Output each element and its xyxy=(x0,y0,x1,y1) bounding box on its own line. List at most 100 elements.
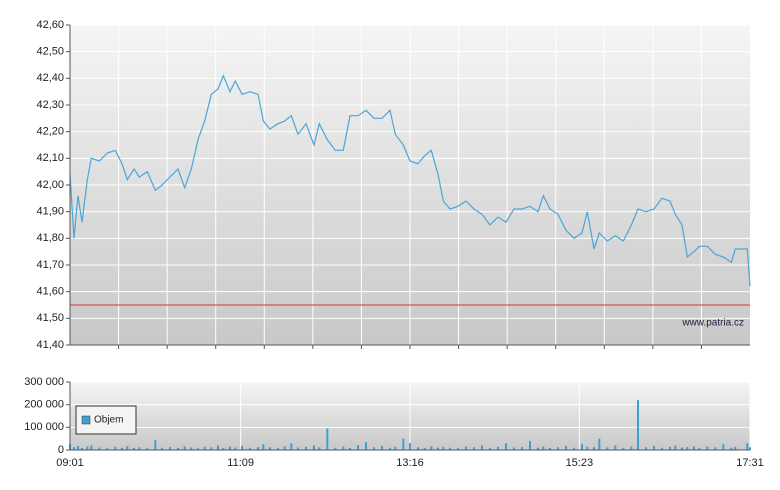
volume-bar xyxy=(586,446,589,450)
volume-bar xyxy=(746,443,749,450)
y-tick-label: 300 000 xyxy=(24,376,64,388)
volume-bar xyxy=(706,446,709,450)
volume-bar xyxy=(749,447,751,450)
volume-bar xyxy=(637,400,639,450)
volume-bar xyxy=(133,447,135,450)
volume-bar xyxy=(505,443,507,450)
volume-bar xyxy=(257,447,259,450)
volume-bar xyxy=(349,447,351,450)
volume-bar xyxy=(622,447,625,450)
volume-bar xyxy=(169,447,171,450)
volume-bar xyxy=(197,448,199,450)
volume-bar xyxy=(669,446,671,450)
volume-bar xyxy=(210,447,213,450)
volume-bar xyxy=(437,447,439,450)
volume-bar xyxy=(481,445,483,450)
volume-bar xyxy=(283,446,286,450)
volume-bar xyxy=(714,447,717,450)
volume-bar xyxy=(457,448,459,450)
y-tick-label: 42,60 xyxy=(36,19,64,31)
volume-bar xyxy=(529,440,531,450)
x-tick-label: 09:01 xyxy=(56,457,84,469)
volume-bar xyxy=(229,446,231,450)
y-tick-label: 42,30 xyxy=(36,99,64,111)
volume-bar xyxy=(423,447,426,450)
volume-bar xyxy=(234,447,237,450)
volume-bar xyxy=(161,447,163,450)
volume-bar xyxy=(269,447,271,450)
volume-bar xyxy=(262,444,265,450)
y-tick-label: 42,00 xyxy=(36,179,64,191)
volume-bar xyxy=(114,446,117,450)
volume-bar xyxy=(409,443,411,450)
volume-bar xyxy=(630,446,633,450)
volume-bar xyxy=(734,446,737,450)
volume-bar xyxy=(86,446,89,450)
volume-bar xyxy=(342,446,345,450)
volume-bar xyxy=(121,447,123,450)
volume-bar xyxy=(593,447,595,450)
volume-bar xyxy=(653,445,655,450)
volume-bar xyxy=(693,446,695,450)
volume-bar xyxy=(389,447,391,450)
volume-bar xyxy=(146,448,149,450)
volume-bar xyxy=(402,438,405,450)
volume-bar xyxy=(722,444,725,450)
y-tick-label: 41,90 xyxy=(36,206,64,218)
volume-bar xyxy=(549,447,551,450)
volume-bar xyxy=(241,445,243,450)
volume-bar xyxy=(177,447,179,450)
legend-swatch xyxy=(81,415,91,425)
x-tick-label: 17:31 xyxy=(736,457,764,469)
volume-bar xyxy=(645,447,647,450)
volume-bar xyxy=(217,445,219,450)
volume-bar xyxy=(573,447,575,450)
watermark: www.patria.cz xyxy=(681,318,744,329)
volume-bar xyxy=(222,447,225,450)
volume-bar xyxy=(557,447,559,450)
volume-bar xyxy=(183,446,186,450)
y-tick-label: 100 000 xyxy=(24,421,64,433)
volume-bar xyxy=(442,447,445,450)
volume-bar xyxy=(98,447,101,450)
volume-bar xyxy=(73,447,75,450)
volume-bar xyxy=(537,447,539,450)
volume-bar xyxy=(277,447,279,450)
volume-bar xyxy=(489,447,491,450)
volume-bar xyxy=(365,442,367,450)
volume-bar xyxy=(154,439,157,450)
volume-bar xyxy=(290,443,293,450)
volume-bar xyxy=(614,445,617,450)
y-tick-label: 41,80 xyxy=(36,232,64,244)
volume-bar xyxy=(334,447,337,450)
volume-bar xyxy=(465,446,467,450)
volume-bar xyxy=(686,447,689,450)
volume-bar xyxy=(661,447,663,450)
volume-bar xyxy=(698,447,701,450)
volume-bar xyxy=(190,447,193,450)
volume-bar xyxy=(126,446,129,450)
volume-bar xyxy=(598,438,601,450)
volume-bar xyxy=(138,447,141,450)
volume-bar xyxy=(249,447,251,450)
y-tick-label: 42,50 xyxy=(36,46,64,58)
volume-bar xyxy=(521,447,523,450)
x-tick-label: 15:23 xyxy=(566,457,594,469)
volume-bar xyxy=(106,448,109,450)
volume-bar xyxy=(313,445,315,450)
volume-bar xyxy=(473,447,475,450)
y-tick-label: 41,40 xyxy=(36,339,64,351)
volume-bar xyxy=(681,447,683,450)
volume-bar xyxy=(305,446,307,450)
volume-bar xyxy=(357,445,359,450)
volume-bar xyxy=(81,447,83,450)
price-line xyxy=(69,74,751,287)
volume-bar xyxy=(581,444,583,450)
y-tick-label: 200 000 xyxy=(24,399,64,411)
volume-bar xyxy=(326,428,329,450)
volume-bar xyxy=(203,446,206,450)
volume-bar xyxy=(542,446,545,450)
volume-bar xyxy=(565,445,567,450)
volume-bar xyxy=(497,446,499,450)
